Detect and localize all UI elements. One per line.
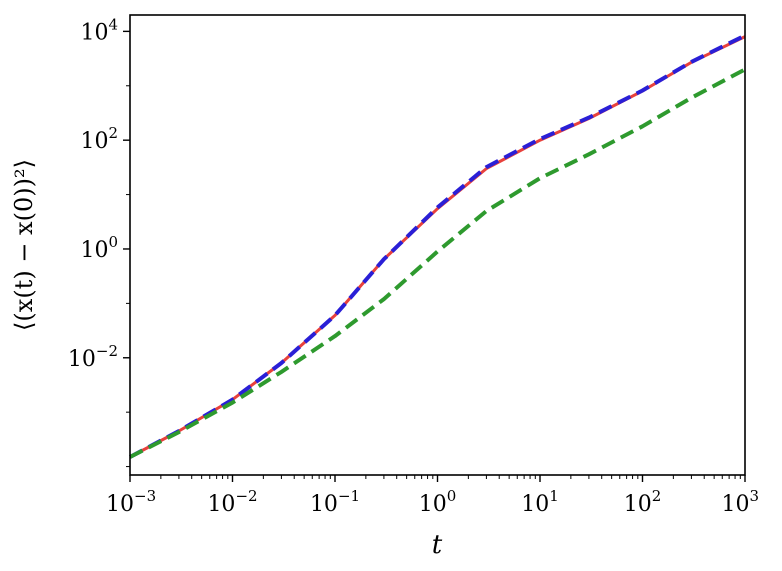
y-tick-label: 104: [80, 15, 118, 45]
y-tick-label: 102: [80, 124, 118, 154]
x-axis-label: t: [432, 530, 443, 560]
x-tick-label: 10−1: [310, 487, 360, 517]
x-tick-label: 102: [624, 487, 662, 517]
x-tick-label: 103: [721, 487, 759, 517]
y-axis-label: ⟨(x(t) − x(0))²⟩: [10, 159, 38, 331]
x-tick-label: 10−3: [106, 487, 156, 517]
plot-lines-group: [129, 33, 746, 459]
series-line-1: [129, 35, 746, 459]
x-tick-label: 100: [419, 487, 457, 517]
series-line-3: [129, 67, 746, 459]
y-tick-label: 100: [80, 233, 118, 263]
axis-ticks-group: 10−3 10−2 10−1 100 101 102 103 10−2 100 102 104: [68, 15, 759, 517]
y-tick-label: 10−2: [68, 342, 118, 372]
x-tick-label: 101: [521, 487, 559, 517]
x-tick-label: 10−2: [207, 487, 257, 517]
series-line-2: [129, 33, 746, 459]
